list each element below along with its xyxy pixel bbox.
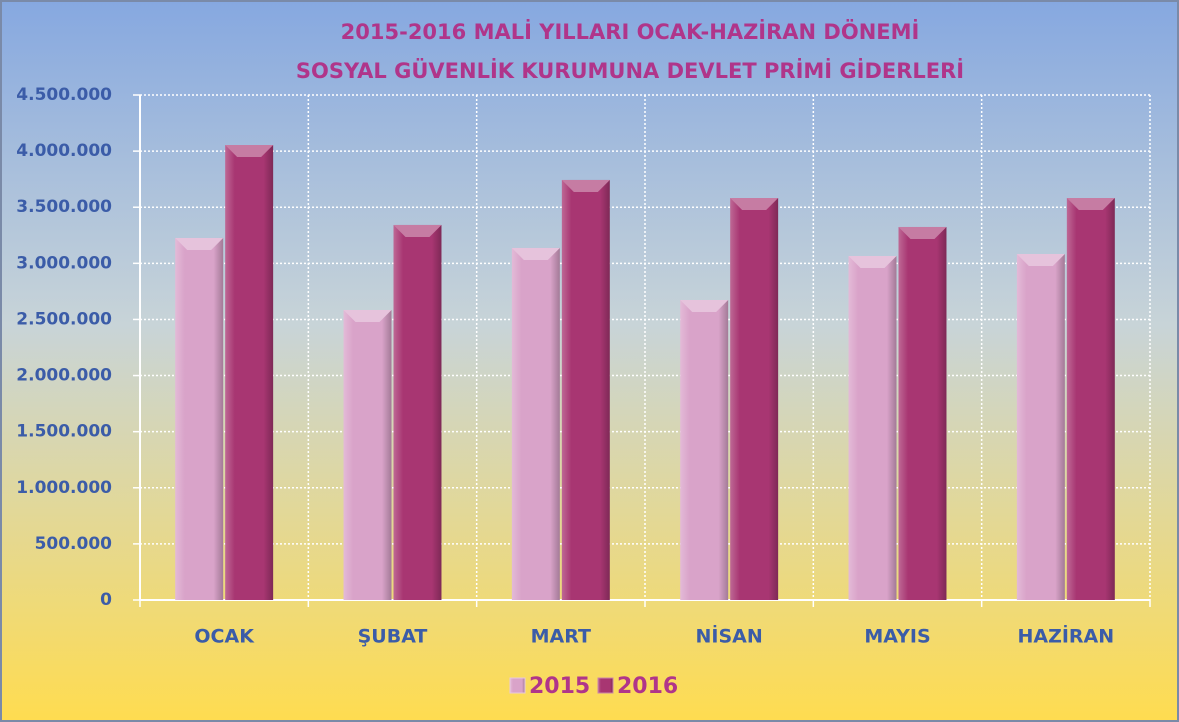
bar (848, 256, 897, 600)
bar (175, 237, 224, 600)
legend-swatch (509, 677, 526, 694)
bar (561, 179, 610, 601)
bar-bevel (225, 145, 274, 158)
bar-bevel (175, 237, 224, 250)
bar (1066, 198, 1115, 600)
y-tick-label: 500.000 (35, 534, 113, 554)
bar (730, 198, 779, 600)
bar-bevel (680, 300, 729, 313)
bar (680, 300, 729, 600)
y-tick-label: 3.500.000 (16, 197, 112, 217)
bar-bevel (561, 179, 610, 192)
bar (511, 247, 560, 600)
x-tick-label: ŞUBAT (358, 626, 428, 648)
legend-label: 2015 (529, 674, 590, 699)
bar (1016, 254, 1065, 600)
bar (225, 145, 274, 600)
x-tick-label: OCAK (194, 626, 255, 648)
y-tick-label: 4.000.000 (16, 141, 112, 161)
bar-bevel (848, 256, 897, 269)
bar-bevel (343, 310, 392, 323)
bar-bevel (730, 198, 779, 211)
x-tick-label: MAYIS (864, 626, 930, 648)
x-tick-label: NİSAN (696, 624, 763, 648)
y-tick-label: 1.000.000 (16, 478, 112, 498)
bar-bevel (1016, 254, 1065, 267)
bar (343, 310, 392, 600)
legend-swatch (597, 677, 614, 694)
y-tick-label: 1.500.000 (16, 422, 112, 442)
y-tick-label: 4.500.000 (16, 85, 112, 105)
bar-bevel (511, 247, 560, 260)
bar-bevel (393, 224, 442, 237)
bar-bevel (898, 226, 947, 239)
bar-bevel (1066, 198, 1115, 211)
y-tick-label: 2.500.000 (16, 309, 112, 329)
legend-label: 2016 (617, 674, 678, 699)
y-tick-label: 0 (100, 590, 112, 610)
y-tick-label: 3.000.000 (16, 253, 112, 273)
bar (393, 224, 442, 600)
y-tick-label: 2.000.000 (16, 366, 112, 386)
x-tick-label: HAZİRAN (1017, 624, 1114, 648)
x-tick-label: MART (531, 626, 591, 648)
chart-title: 2015-2016 MALİ YILLARI OCAK-HAZİRAN DÖNE… (341, 19, 920, 44)
bar (898, 226, 947, 600)
chart-title: SOSYAL GÜVENLİK KURUMUNA DEVLET PRİMİ Gİ… (296, 58, 964, 83)
